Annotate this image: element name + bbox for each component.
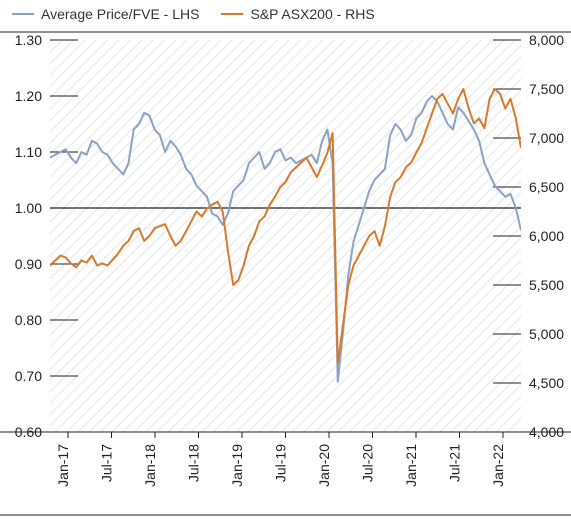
- y-left-tick: 1.10: [15, 144, 42, 160]
- y-right-tick: 6,500: [529, 179, 564, 195]
- x-tick: Jan-19: [229, 444, 245, 487]
- legend-swatch-lhs: [12, 13, 34, 15]
- x-tick: Jan-17: [55, 444, 71, 487]
- y-right-tick: 4,500: [529, 375, 564, 391]
- legend-item-rhs: S&P ASX200 - RHS: [221, 6, 374, 22]
- legend: Average Price/FVE - LHS S&P ASX200 - RHS: [12, 6, 375, 22]
- y-left-tick: 1.00: [15, 200, 42, 216]
- y-right-tick: 8,000: [529, 32, 564, 48]
- y-left-tick: 1.30: [15, 32, 42, 48]
- legend-label-rhs: S&P ASX200 - RHS: [250, 6, 374, 22]
- legend-swatch-rhs: [221, 13, 243, 15]
- legend-label-lhs: Average Price/FVE - LHS: [41, 6, 199, 22]
- x-tick: Jan-22: [490, 444, 506, 487]
- x-tick: Jul-18: [186, 444, 202, 482]
- y-left-tick: 1.20: [15, 88, 42, 104]
- chart-svg: 0.600.700.800.901.001.101.201.304,0004,5…: [0, 0, 571, 523]
- y-right-tick: 6,000: [529, 228, 564, 244]
- x-tick: Jul-17: [99, 444, 115, 482]
- x-tick: Jan-20: [316, 444, 332, 487]
- legend-item-lhs: Average Price/FVE - LHS: [12, 6, 199, 22]
- y-right-tick: 7,000: [529, 130, 564, 146]
- y-left-tick: 0.70: [15, 368, 42, 384]
- y-left-tick: 0.90: [15, 256, 42, 272]
- x-tick: Jan-21: [403, 444, 419, 487]
- y-right-tick: 5,500: [529, 277, 564, 293]
- y-right-tick: 7,500: [529, 81, 564, 97]
- x-tick: Jul-20: [360, 444, 376, 482]
- y-right-tick: 5,000: [529, 326, 564, 342]
- y-left-tick: 0.80: [15, 312, 42, 328]
- chart-container: Average Price/FVE - LHS S&P ASX200 - RHS…: [0, 0, 571, 523]
- x-tick: Jul-19: [273, 444, 289, 482]
- x-tick: Jan-18: [142, 444, 158, 487]
- x-tick: Jul-21: [447, 444, 463, 482]
